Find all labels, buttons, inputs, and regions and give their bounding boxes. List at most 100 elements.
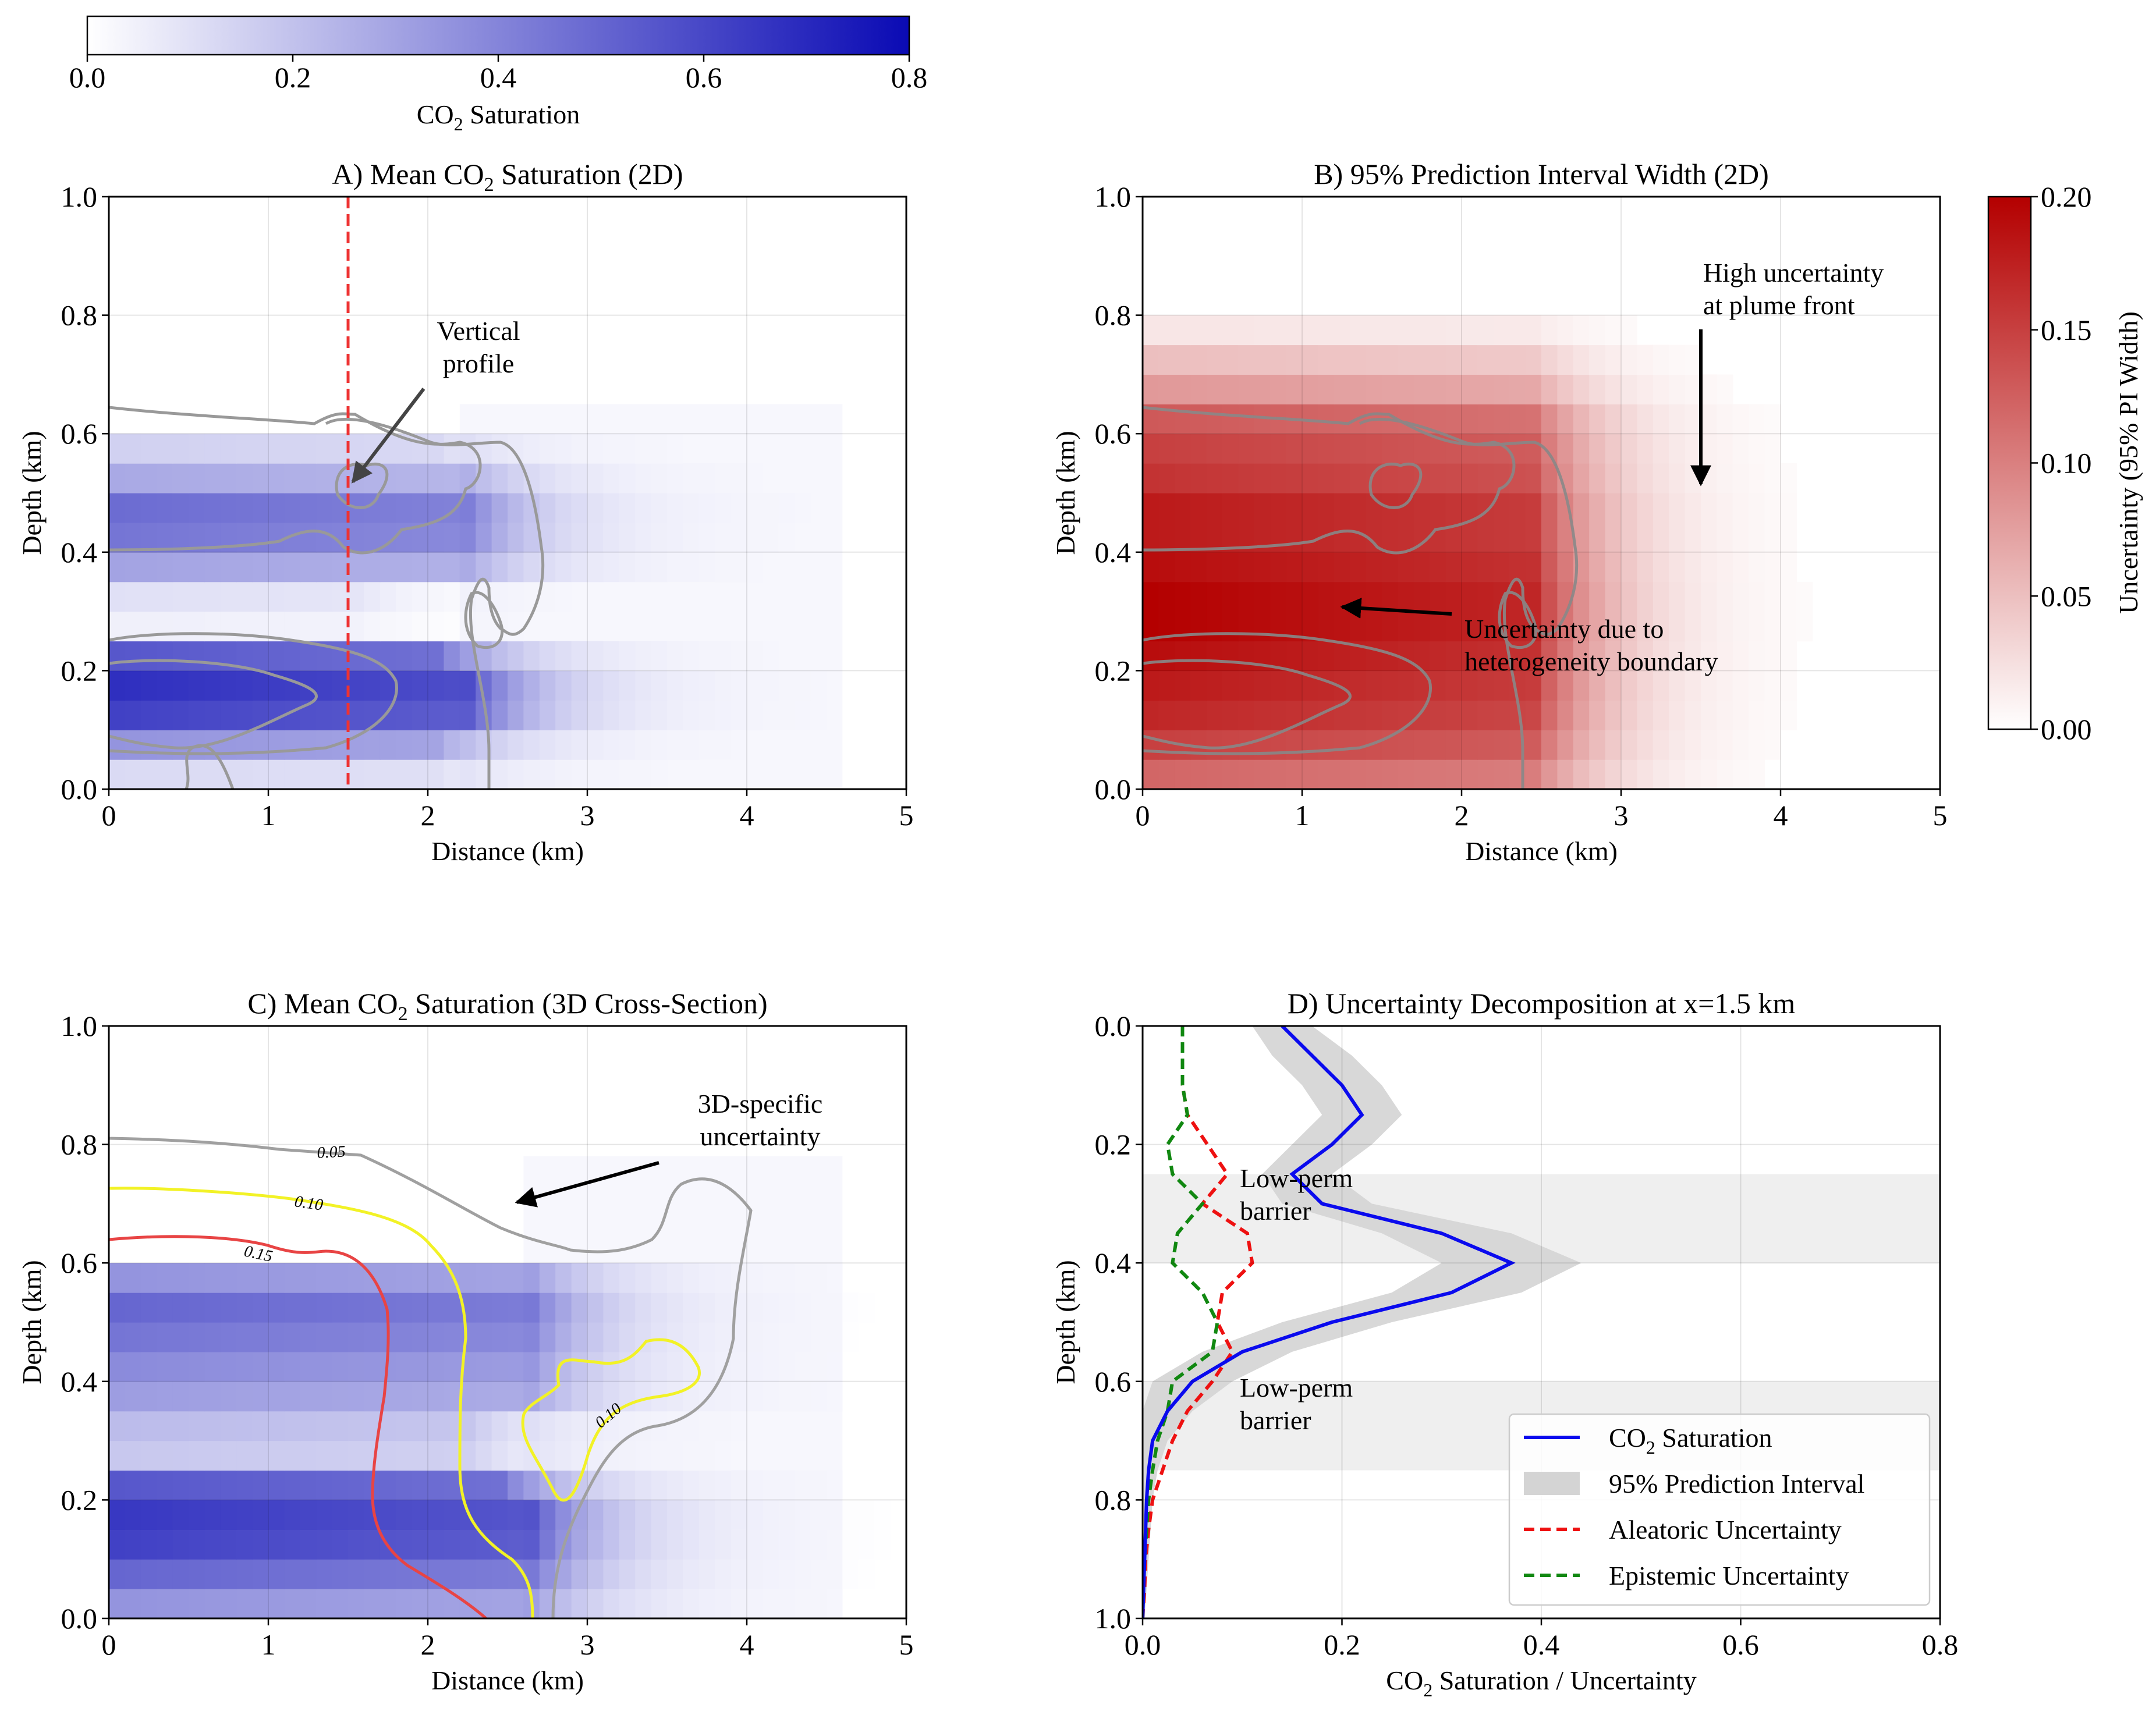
heatmap-cell: [125, 1351, 141, 1382]
heatmap-cell: [795, 1381, 811, 1412]
heatmap-cell: [189, 1500, 205, 1530]
plume-front-label: High uncertainty at plume front: [1703, 258, 1884, 320]
heatmap-cell: [1318, 611, 1335, 642]
heatmap-cell: [476, 611, 492, 642]
heatmap-cell: [683, 1589, 700, 1618]
heatmap-cell: [476, 1500, 492, 1530]
heatmap-cell: [1781, 552, 1797, 583]
heatmap-cell: [332, 1440, 349, 1471]
heatmap-cell: [1749, 730, 1765, 760]
heatmap-cell: [508, 1322, 524, 1352]
heatmap-cell: [523, 1440, 540, 1471]
heatmap-cell: [1222, 374, 1239, 404]
heatmap-cell: [715, 522, 732, 553]
heatmap-cell: [508, 1263, 524, 1293]
heatmap-cell: [444, 759, 460, 789]
heatmap-cell: [747, 1559, 763, 1589]
heatmap-cell: [428, 641, 444, 671]
panel-c-ylabel: Depth (km): [17, 1260, 47, 1384]
heatmap-cell: [1430, 730, 1446, 760]
x-tick-label: 0: [102, 1628, 116, 1661]
heatmap-cell: [1573, 345, 1590, 375]
heatmap-cell: [651, 1470, 668, 1500]
heatmap-cell: [332, 1470, 349, 1500]
heatmap-cell: [635, 759, 652, 789]
heatmap-cell: [1334, 730, 1350, 760]
heatmap-cell: [412, 759, 428, 789]
heatmap-cell: [1717, 404, 1733, 434]
heatmap-cell: [555, 1293, 572, 1323]
heatmap-cell: [491, 1263, 508, 1293]
heatmap-cell: [1589, 434, 1606, 464]
heatmap-cell: [683, 641, 700, 671]
heatmap-cell: [1366, 434, 1382, 464]
heatmap-cell: [380, 1263, 396, 1293]
heatmap-cell: [348, 670, 364, 701]
heatmap-cell: [1653, 759, 1669, 789]
heatmap-cell: [364, 730, 381, 760]
heatmap-cell: [603, 641, 620, 671]
heatmap-cell: [1174, 493, 1191, 523]
heatmap-cell: [459, 700, 476, 730]
heatmap-cell: [571, 1559, 588, 1589]
heatmap-cell: [1206, 581, 1223, 612]
heatmap-cell: [1270, 552, 1287, 583]
heatmap-cell: [731, 1559, 747, 1589]
heatmap-cell: [1605, 759, 1622, 789]
3d-uncertainty-arrow: [515, 1161, 659, 1208]
heatmap-cell: [635, 1559, 652, 1589]
co2-colorbar-tick-label: 0.6: [686, 61, 722, 94]
heatmap-cell: [252, 1263, 269, 1293]
heterogeneity-arrow: [1340, 598, 1452, 619]
heatmap-cell: [189, 1381, 205, 1412]
heatmap-cell: [1158, 345, 1175, 375]
heatmap-cell: [1174, 670, 1191, 701]
epistemic-uncertainty-line: [1143, 1026, 1219, 1618]
heatmap-cell: [140, 670, 157, 701]
heatmap-cell: [667, 1411, 683, 1441]
heatmap-cell: [444, 463, 460, 493]
heatmap-cell: [778, 700, 795, 730]
heatmap-cell: [635, 1322, 652, 1352]
heatmap-cell: [1382, 581, 1398, 612]
heatmap-cell: [1462, 404, 1478, 434]
heatmap-cell: [1732, 611, 1749, 642]
heatmap-cell: [587, 670, 604, 701]
heatmap-cell: [236, 670, 253, 701]
heatmap-cell: [284, 552, 301, 583]
heatmap-cell: [651, 1500, 668, 1530]
heatmap-cell: [698, 552, 715, 583]
heatmap-cell: [300, 434, 317, 464]
heatmap-cell: [459, 552, 476, 583]
heatmap-cell: [667, 670, 683, 701]
heatmap-cell: [459, 1559, 476, 1589]
heatmap-cell: [778, 670, 795, 701]
heatmap-cell: [1589, 670, 1606, 701]
heatmap-cell: [1158, 434, 1175, 464]
heatmap-cell: [635, 641, 652, 671]
heatmap-cell: [667, 1500, 683, 1530]
heatmap-cell: [1621, 611, 1637, 642]
heatmap-cell: [810, 1263, 827, 1293]
heatmap-cell: [1350, 315, 1367, 346]
heatmap-cell: [1413, 374, 1430, 404]
heatmap-cell: [1334, 493, 1350, 523]
heatmap-cell: [1669, 700, 1686, 730]
heatmap-cell: [189, 434, 205, 464]
heatmap-cell: [1573, 700, 1590, 730]
heatmap-cell: [157, 1500, 173, 1530]
heatmap-cell: [603, 1589, 620, 1618]
heatmap-cell: [587, 1351, 604, 1382]
y-tick-label: 0.6: [1095, 1365, 1132, 1398]
heatmap-cell: [236, 1351, 253, 1382]
heatmap-cell: [332, 759, 349, 789]
heatmap-cell: [747, 552, 763, 583]
heatmap-cell: [1764, 641, 1781, 671]
heatmap-cell: [1557, 404, 1574, 434]
heatmap-cell: [1334, 641, 1350, 671]
heatmap-cell: [1430, 700, 1446, 730]
heatmap-cell: [1525, 730, 1542, 760]
heatmap-cell: [1732, 493, 1749, 523]
heatmap-cell: [396, 670, 413, 701]
heatmap-cell: [842, 1322, 859, 1352]
